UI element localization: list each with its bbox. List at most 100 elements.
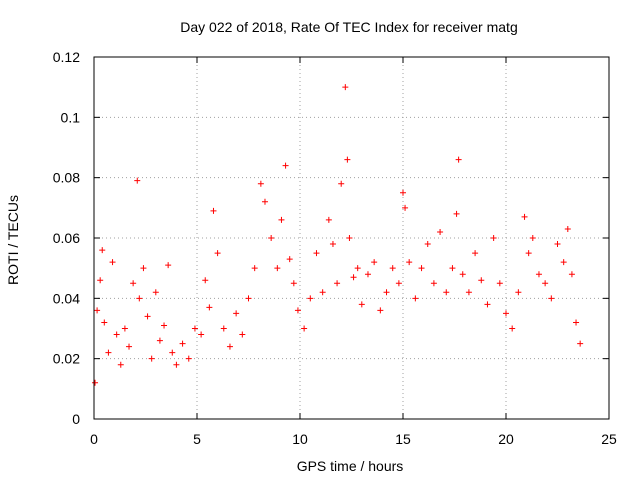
- data-point: [239, 331, 246, 338]
- y-tick-label: 0.1: [61, 109, 81, 125]
- data-point: [453, 210, 460, 217]
- data-point: [548, 295, 555, 302]
- x-tick-label: 20: [498, 431, 514, 447]
- y-tick-label: 0.08: [53, 170, 80, 186]
- data-point: [515, 289, 522, 296]
- data-point: [573, 319, 580, 326]
- data-point: [278, 216, 285, 223]
- data-point: [577, 340, 584, 347]
- data-point: [389, 265, 396, 272]
- data-point: [144, 313, 151, 320]
- data-point: [173, 361, 180, 368]
- data-point: [325, 216, 332, 223]
- x-tick-label: 5: [193, 431, 201, 447]
- data-point: [443, 289, 450, 296]
- data-point: [455, 156, 462, 163]
- data-point: [214, 250, 221, 257]
- data-point: [210, 207, 217, 214]
- data-point: [449, 265, 456, 272]
- data-point: [465, 289, 472, 296]
- data-point: [206, 304, 213, 311]
- data-point: [535, 271, 542, 278]
- data-point: [334, 280, 341, 287]
- data-point: [165, 262, 172, 269]
- data-point: [364, 271, 371, 278]
- data-point: [344, 156, 351, 163]
- data-point: [402, 204, 409, 211]
- data-point: [424, 241, 431, 248]
- y-axis: 0 0.02 0.04 0.06 0.08 0.1 0.12: [53, 49, 609, 427]
- data-point: [148, 355, 155, 362]
- data-point: [496, 280, 503, 287]
- chart-title: Day 022 of 2018, Rate Of TEC Index for r…: [180, 19, 517, 35]
- data-point: [134, 177, 141, 184]
- data-point: [99, 247, 106, 254]
- data-point: [109, 259, 116, 266]
- data-point: [198, 331, 205, 338]
- data-point: [400, 189, 406, 196]
- data-point: [377, 307, 384, 314]
- data-point: [484, 301, 491, 308]
- data-point: [301, 325, 308, 332]
- y-tick-label: 0.04: [53, 290, 80, 306]
- data-point: [191, 325, 198, 332]
- data-point: [251, 265, 258, 272]
- data-point: [503, 310, 509, 317]
- data-point: [233, 310, 240, 317]
- x-tick-label: 15: [395, 431, 411, 447]
- data-point: [383, 289, 390, 296]
- data-point: [92, 379, 99, 386]
- data-point: [113, 331, 120, 338]
- data-point: [354, 265, 361, 272]
- data-point: [185, 355, 192, 362]
- data-point: [152, 289, 159, 296]
- data-point: [329, 241, 336, 248]
- data-point: [350, 274, 357, 281]
- data-point: [542, 280, 549, 287]
- data-point: [371, 259, 378, 266]
- data-point: [97, 277, 104, 284]
- data-point: [94, 307, 101, 314]
- x-axis: 0 5 10 15 20 25: [90, 57, 617, 447]
- y-tick-label: 0: [72, 411, 80, 427]
- grid-lines: [94, 57, 609, 419]
- data-point: [338, 180, 345, 187]
- data-point: [509, 325, 516, 332]
- data-point: [130, 280, 137, 287]
- data-point: [136, 295, 143, 302]
- data-point: [268, 235, 275, 241]
- data-point: [169, 349, 176, 356]
- data-point: [564, 225, 571, 232]
- y-tick-label: 0.12: [53, 49, 80, 65]
- data-point: [529, 235, 536, 241]
- data-point: [121, 325, 128, 332]
- data-point: [554, 241, 561, 248]
- data-point: [406, 259, 413, 266]
- data-point: [140, 265, 147, 272]
- y-tick-label: 0.02: [53, 351, 80, 367]
- data-points: [92, 84, 584, 386]
- data-point: [412, 295, 419, 302]
- data-point: [261, 198, 268, 205]
- data-point: [395, 280, 402, 287]
- data-point: [358, 301, 365, 308]
- data-point: [346, 235, 353, 241]
- data-point: [257, 180, 264, 187]
- data-point: [307, 295, 314, 302]
- data-point: [202, 277, 209, 284]
- data-point: [430, 280, 437, 287]
- data-point: [105, 349, 112, 356]
- data-point: [525, 250, 532, 257]
- data-point: [245, 295, 252, 302]
- data-point: [472, 250, 479, 257]
- data-point: [568, 271, 575, 278]
- data-point: [101, 319, 108, 326]
- data-point: [274, 265, 281, 272]
- data-point: [437, 228, 444, 235]
- data-point: [220, 325, 227, 332]
- data-point: [560, 259, 567, 266]
- data-point: [161, 322, 168, 329]
- data-point: [226, 343, 233, 350]
- x-tick-label: 10: [292, 431, 308, 447]
